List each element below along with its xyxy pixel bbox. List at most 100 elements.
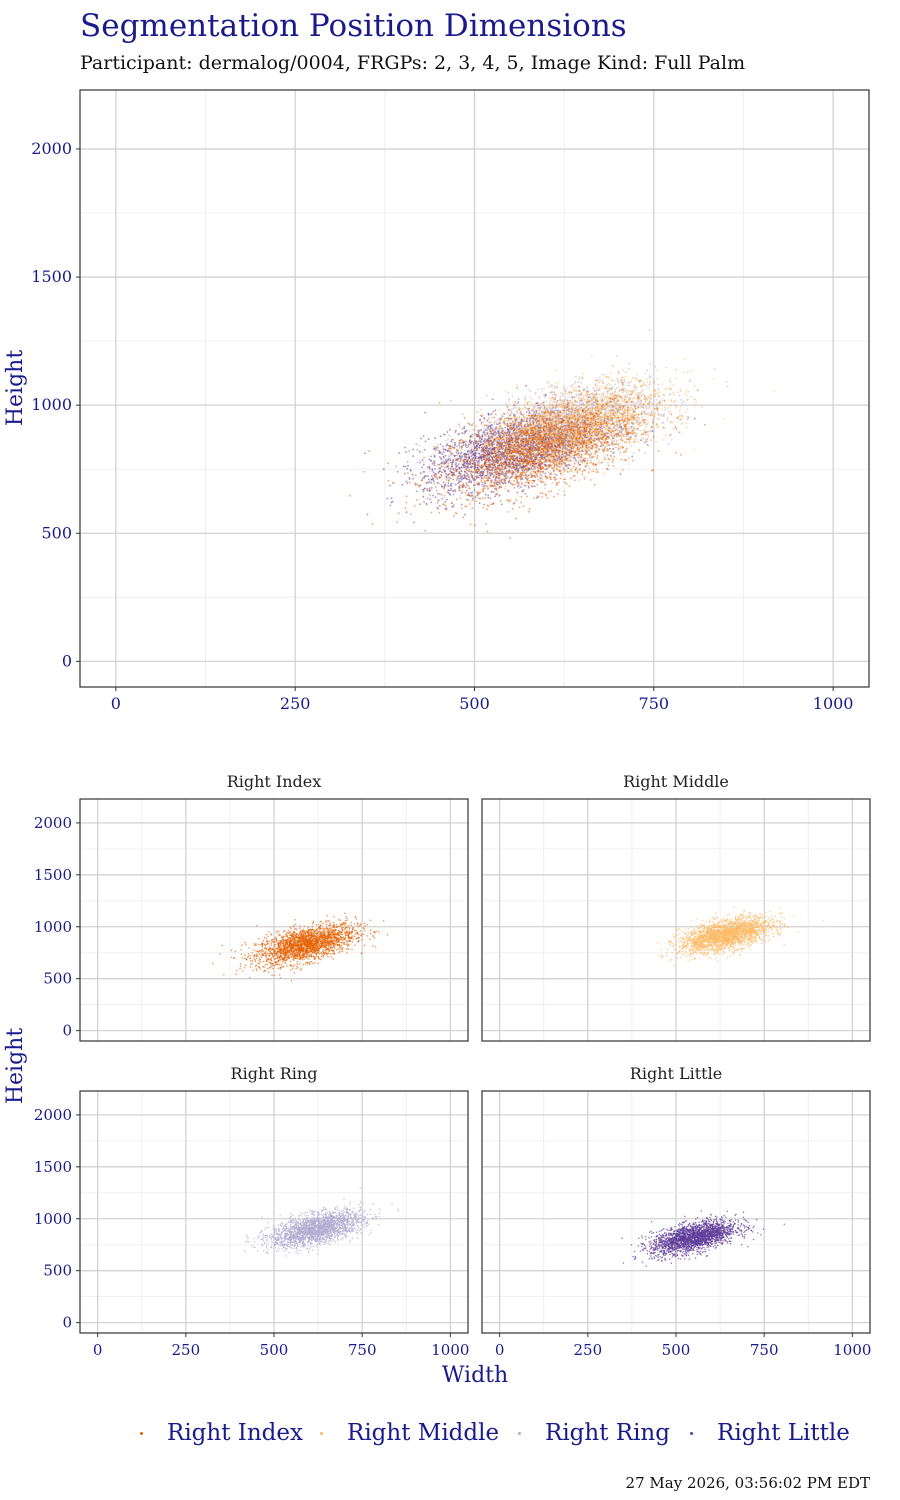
data-point bbox=[562, 387, 565, 390]
data-point bbox=[445, 444, 448, 447]
data-point bbox=[619, 451, 622, 453]
data-point bbox=[725, 381, 728, 383]
data-point bbox=[483, 427, 485, 429]
data-point bbox=[550, 409, 552, 411]
data-point bbox=[688, 379, 691, 382]
data-point bbox=[594, 390, 596, 393]
data-point bbox=[474, 454, 477, 457]
data-point bbox=[465, 486, 467, 488]
data-point bbox=[617, 372, 620, 375]
data-point bbox=[468, 475, 471, 478]
data-point bbox=[670, 433, 672, 435]
data-point bbox=[426, 489, 428, 491]
data-point bbox=[452, 461, 454, 464]
data-point bbox=[645, 419, 648, 421]
data-point bbox=[401, 483, 404, 486]
data-point bbox=[428, 470, 431, 473]
data-point bbox=[508, 398, 511, 401]
data-point bbox=[430, 501, 432, 504]
data-point bbox=[424, 411, 426, 414]
data-point bbox=[564, 396, 567, 399]
data-point bbox=[447, 434, 450, 436]
data-point bbox=[458, 444, 460, 446]
data-point bbox=[465, 429, 468, 432]
data-point bbox=[578, 378, 581, 380]
data-point bbox=[489, 443, 492, 446]
data-point bbox=[438, 452, 441, 454]
data-point bbox=[512, 438, 515, 440]
data-point bbox=[482, 420, 485, 423]
data-point bbox=[495, 489, 498, 491]
data-point bbox=[649, 363, 652, 366]
data-point bbox=[438, 456, 441, 458]
data-point bbox=[490, 459, 493, 462]
data-point bbox=[537, 388, 540, 391]
data-point bbox=[592, 387, 595, 389]
data-point bbox=[529, 390, 532, 393]
data-point bbox=[529, 396, 531, 399]
data-point bbox=[433, 456, 436, 458]
data-point bbox=[433, 447, 435, 450]
data-point bbox=[398, 452, 400, 454]
data-point bbox=[470, 452, 472, 455]
data-point bbox=[441, 497, 443, 500]
data-point bbox=[507, 414, 510, 416]
data-point bbox=[498, 434, 500, 437]
data-point bbox=[552, 482, 554, 484]
data-point bbox=[438, 504, 441, 507]
data-point bbox=[491, 416, 493, 419]
data-point bbox=[614, 383, 617, 386]
data-point bbox=[426, 466, 429, 469]
data-point bbox=[431, 463, 434, 465]
data-point bbox=[693, 417, 696, 420]
data-point bbox=[654, 365, 657, 368]
data-point bbox=[516, 480, 518, 483]
data-point bbox=[452, 458, 454, 461]
data-point bbox=[447, 438, 449, 441]
data-point bbox=[482, 485, 485, 488]
data-point bbox=[503, 457, 506, 460]
data-point bbox=[423, 448, 426, 451]
data-point bbox=[448, 476, 450, 479]
data-point bbox=[607, 412, 609, 415]
data-point bbox=[633, 389, 635, 392]
data-point bbox=[436, 477, 439, 480]
data-point bbox=[485, 429, 488, 432]
data-point bbox=[382, 468, 385, 471]
data-point bbox=[614, 420, 616, 423]
data-point bbox=[530, 467, 533, 470]
data-point bbox=[603, 373, 606, 376]
data-point bbox=[450, 489, 452, 492]
data-point bbox=[433, 464, 436, 467]
data-point bbox=[588, 468, 591, 470]
data-point bbox=[457, 451, 460, 454]
data-point bbox=[477, 460, 480, 463]
data-point bbox=[484, 449, 487, 452]
data-point bbox=[571, 383, 574, 386]
data-point bbox=[482, 414, 484, 416]
data-point bbox=[409, 468, 412, 471]
data-point bbox=[422, 435, 425, 437]
data-point bbox=[510, 482, 512, 485]
data-point bbox=[557, 409, 560, 412]
data-point bbox=[538, 397, 541, 400]
data-point bbox=[646, 369, 648, 372]
data-point bbox=[504, 426, 507, 429]
data-point bbox=[648, 439, 651, 441]
data-point bbox=[445, 459, 447, 461]
data-point bbox=[421, 466, 423, 469]
data-point bbox=[553, 385, 556, 387]
data-point bbox=[452, 483, 455, 485]
data-point bbox=[450, 454, 453, 457]
data-point bbox=[653, 417, 656, 420]
data-point bbox=[366, 513, 369, 516]
data-point bbox=[480, 428, 483, 431]
data-point bbox=[449, 400, 452, 402]
data-point bbox=[628, 463, 631, 465]
data-point bbox=[641, 380, 644, 383]
data-point bbox=[650, 409, 653, 412]
data-point bbox=[430, 475, 433, 477]
data-point bbox=[458, 477, 460, 480]
data-point bbox=[535, 496, 538, 499]
